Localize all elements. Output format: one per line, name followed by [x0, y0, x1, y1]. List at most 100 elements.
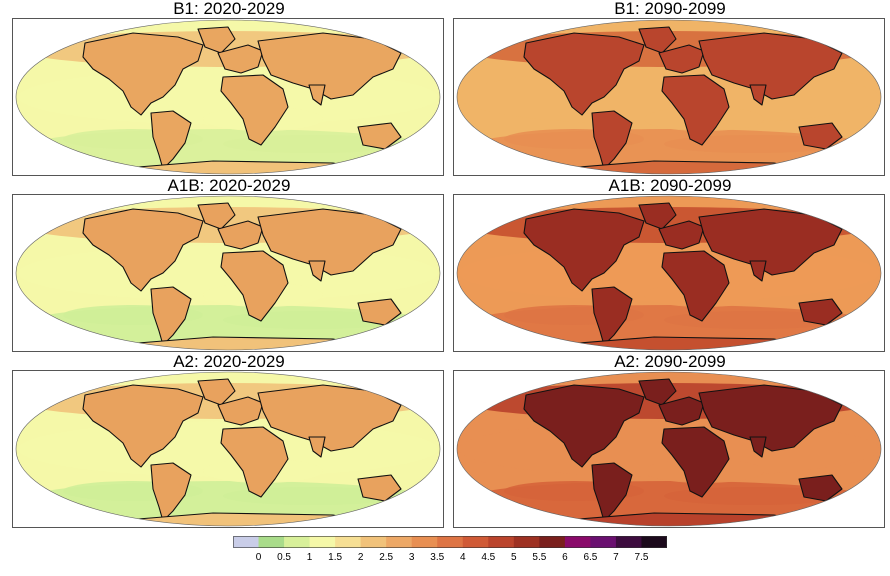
continent-greenland — [638, 26, 677, 54]
panel-title-a2-2090: A2: 2090-2099 — [614, 352, 726, 371]
legend-swatch — [386, 536, 413, 548]
color-scale-legend: 0 0.5 1 1.5 2 2.5 3 3.5 4 4.5 5 5.5 6 6.5 7 7.5 — [233, 536, 667, 563]
legend-swatch — [539, 536, 566, 548]
map-border — [15, 371, 441, 527]
legend-label: 7 — [613, 552, 619, 563]
legend-label: 1 — [307, 552, 313, 563]
legend-swatch — [590, 536, 617, 548]
continent-australia — [357, 298, 402, 326]
continent-south-america — [591, 286, 633, 346]
map-border — [456, 371, 882, 527]
continent-india — [308, 436, 326, 458]
continent-india — [749, 84, 767, 106]
legend-label: 6.5 — [583, 552, 597, 563]
panel-title-b1-2020: B1: 2020-2029 — [173, 0, 285, 18]
anomaly-band — [664, 311, 844, 329]
continent-south-america — [150, 462, 192, 522]
legend-swatch — [488, 536, 515, 548]
world-map — [15, 195, 441, 351]
continent-africa — [220, 250, 289, 322]
continent-india — [308, 84, 326, 106]
anomaly-band — [223, 311, 403, 329]
legend-label: 4.5 — [481, 552, 495, 563]
legend-swatch — [360, 536, 387, 548]
legend-swatch — [335, 536, 362, 548]
legend-swatch — [309, 536, 336, 548]
legend-label: 2.5 — [379, 552, 393, 563]
legend-swatch — [513, 536, 540, 548]
continent-australia — [798, 298, 843, 326]
map-panel-b1-2090 — [453, 18, 885, 176]
legend-swatch — [564, 536, 591, 548]
anomaly-band — [664, 487, 844, 505]
legend-label: 5 — [511, 552, 517, 563]
legend-swatch — [411, 536, 438, 548]
continent-europe — [658, 396, 705, 426]
continent-india — [749, 260, 767, 282]
continent-north-america — [82, 384, 204, 468]
continent-africa — [220, 426, 289, 498]
legend-label: 5.5 — [532, 552, 546, 563]
continent-europe — [217, 44, 264, 74]
legend-swatch — [462, 536, 489, 548]
map-panel-a2-2020 — [12, 370, 444, 528]
continent-australia — [357, 122, 402, 150]
continent-greenland — [197, 26, 236, 54]
map-panel-a1b-2020 — [12, 194, 444, 352]
continent-greenland — [197, 202, 236, 230]
legend-label: 4 — [460, 552, 466, 563]
legend-label: 7.5 — [635, 552, 649, 563]
legend-label: 0 — [256, 552, 262, 563]
anomaly-band — [223, 487, 403, 505]
legend-swatch — [233, 536, 260, 548]
continent-south-america — [591, 462, 633, 522]
continent-greenland — [638, 378, 677, 406]
continent-north-america — [523, 32, 645, 116]
continent-africa — [220, 74, 289, 146]
world-map — [15, 371, 441, 527]
continent-australia — [798, 474, 843, 502]
continent-south-america — [150, 286, 192, 346]
map-panel-a1b-2090 — [453, 194, 885, 352]
anomaly-band — [223, 135, 403, 153]
world-map — [15, 19, 441, 175]
continent-australia — [798, 122, 843, 150]
continent-europe — [217, 396, 264, 426]
world-map — [456, 371, 882, 527]
legend-swatch — [641, 536, 667, 548]
continent-greenland — [638, 202, 677, 230]
legend-label: 1.5 — [328, 552, 342, 563]
legend-swatch — [258, 536, 285, 548]
legend-swatch — [437, 536, 464, 548]
continent-north-america — [523, 384, 645, 468]
continent-australia — [357, 474, 402, 502]
continent-india — [308, 260, 326, 282]
continent-africa — [661, 426, 730, 498]
panel-title-a1b-2090: A1B: 2090-2099 — [608, 176, 732, 195]
panel-title-a2-2020: A2: 2020-2029 — [173, 352, 285, 371]
continent-africa — [661, 250, 730, 322]
legend-label: 6 — [562, 552, 568, 563]
map-border — [15, 195, 441, 351]
legend-swatch — [615, 536, 642, 548]
continent-europe — [658, 44, 705, 74]
world-map — [456, 19, 882, 175]
world-map — [456, 195, 882, 351]
anomaly-band — [664, 135, 844, 153]
legend-label: 3.5 — [430, 552, 444, 563]
map-border — [456, 195, 882, 351]
continent-south-america — [150, 110, 192, 170]
map-border — [15, 19, 441, 175]
panel-title-a1b-2020: A1B: 2020-2029 — [167, 176, 291, 195]
legend-swatch — [284, 536, 311, 548]
legend-label: 2 — [358, 552, 364, 563]
map-panel-a2-2090 — [453, 370, 885, 528]
continent-europe — [217, 220, 264, 250]
panel-title-b1-2090: B1: 2090-2099 — [614, 0, 726, 18]
continent-greenland — [197, 378, 236, 406]
map-panel-b1-2020 — [12, 18, 444, 176]
legend-label: 0.5 — [277, 552, 291, 563]
continent-europe — [658, 220, 705, 250]
continent-india — [749, 436, 767, 458]
legend-label: 3 — [409, 552, 415, 563]
